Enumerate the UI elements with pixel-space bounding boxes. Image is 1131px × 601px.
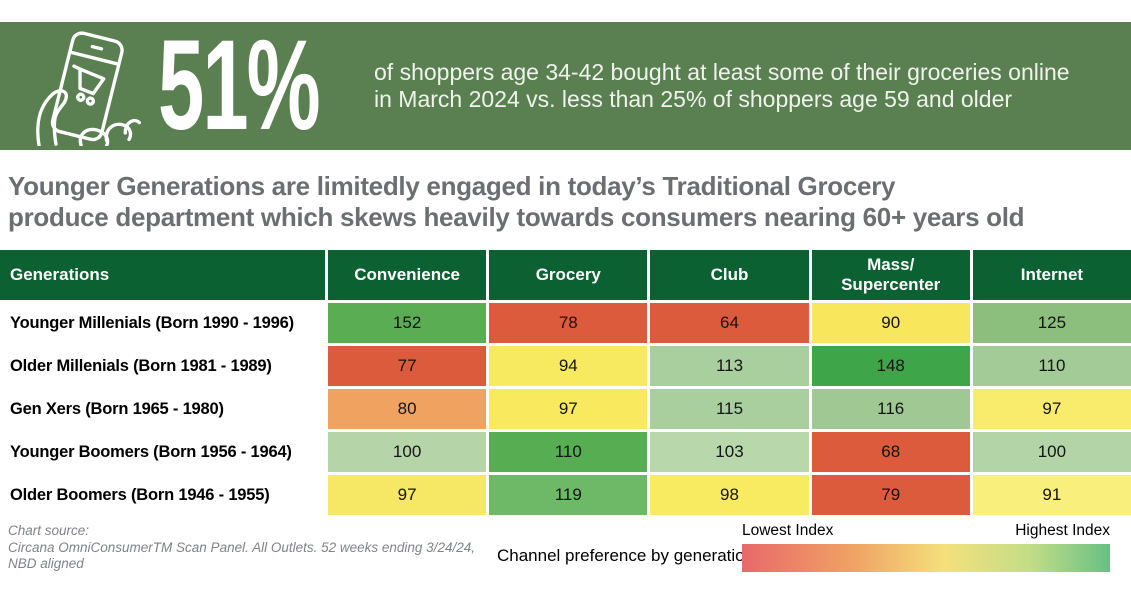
legend-caption: Channel preference by generation > <box>497 546 769 565</box>
heatmap-cell: 64 <box>650 303 809 343</box>
heatmap-cell: 113 <box>650 346 809 386</box>
heatmap-cell: 116 <box>811 389 970 429</box>
stat-value: 51% <box>158 14 321 158</box>
page-title-line2: produce department which skews heavily t… <box>8 202 1025 232</box>
hand-holding-phone-shopping-cart-icon <box>36 31 142 146</box>
heatmap-cell: 77 <box>328 346 487 386</box>
legend: Lowest Index Highest Index <box>742 522 1110 572</box>
heatmap-cell: 79 <box>811 475 970 515</box>
column-header-mass-supercenter: Mass/ Supercenter <box>811 250 970 300</box>
heatmap-cell: 110 <box>972 346 1131 386</box>
heatmap-cell: 98 <box>650 475 809 515</box>
legend-gradient-bar <box>742 544 1110 572</box>
heatmap-cell: 125 <box>972 303 1131 343</box>
row-label-older-boomers: Older Boomers (Born 1946 - 1955) <box>0 475 325 515</box>
heatmap-cell: 68 <box>811 432 970 472</box>
infographic-page: 51% of shoppers age 34-42 bought at leas… <box>0 22 1131 600</box>
heatmap-cell: 94 <box>489 346 648 386</box>
page-title: Younger Generations are limitedly engage… <box>8 171 1121 233</box>
heatmap-cell: 100 <box>328 432 487 472</box>
legend-labels: Lowest Index Highest Index <box>742 522 1110 540</box>
stat-description-line1: of shoppers age 34-42 bought at least so… <box>374 59 1070 85</box>
column-header-internet: Internet <box>972 250 1131 300</box>
heatmap-cell: 119 <box>489 475 648 515</box>
legend-lowest-label: Lowest Index <box>742 522 834 539</box>
chart-source-line3: NBD aligned <box>8 556 84 571</box>
stat-value-wrap: 51% <box>158 14 358 158</box>
heatmap-cell: 110 <box>489 432 648 472</box>
heatmap-cell: 80 <box>328 389 487 429</box>
heatmap-cell: 100 <box>972 432 1131 472</box>
heatmap-cell: 148 <box>811 346 970 386</box>
heatmap-cell: 91 <box>972 475 1131 515</box>
stat-description-line2: in March 2024 vs. less than 25% of shopp… <box>374 86 1013 112</box>
chart-source-line2: Circana OmniConsumerTM Scan Panel. All O… <box>8 539 475 555</box>
footer: Chart source: Circana OmniConsumerTM Sca… <box>0 520 1131 600</box>
row-label-younger-millenials: Younger Millenials (Born 1990 - 1996) <box>0 303 325 343</box>
header-banner: 51% of shoppers age 34-42 bought at leas… <box>0 22 1131 150</box>
heatmap-table: Generations Convenience Grocery Club Mas… <box>0 250 1131 515</box>
heatmap-cell: 103 <box>650 432 809 472</box>
page-title-line1: Younger Generations are limitedly engage… <box>8 171 896 201</box>
stat-description: of shoppers age 34-42 bought at least so… <box>374 59 1070 113</box>
column-header-convenience: Convenience <box>328 250 487 300</box>
chart-source: Chart source: Circana OmniConsumerTM Sca… <box>8 523 475 573</box>
heatmap-cell: 90 <box>811 303 970 343</box>
column-header-grocery: Grocery <box>489 250 648 300</box>
heatmap-cell: 97 <box>489 389 648 429</box>
heatmap-cell: 115 <box>650 389 809 429</box>
legend-highest-label: Highest Index <box>1015 522 1110 539</box>
heatmap-cell: 152 <box>328 303 487 343</box>
row-label-gen-xers: Gen Xers (Born 1965 - 1980) <box>0 389 325 429</box>
heatmap-cell: 97 <box>328 475 487 515</box>
heatmap-cell: 78 <box>489 303 648 343</box>
row-label-older-millenials: Older Millenials (Born 1981 - 1989) <box>0 346 325 386</box>
chart-source-line1: Chart source: <box>8 523 90 538</box>
heatmap-cell: 97 <box>972 389 1131 429</box>
row-label-younger-boomers: Younger Boomers (Born 1956 - 1964) <box>0 432 325 472</box>
column-header-generations: Generations <box>0 250 325 300</box>
column-header-club: Club <box>650 250 809 300</box>
